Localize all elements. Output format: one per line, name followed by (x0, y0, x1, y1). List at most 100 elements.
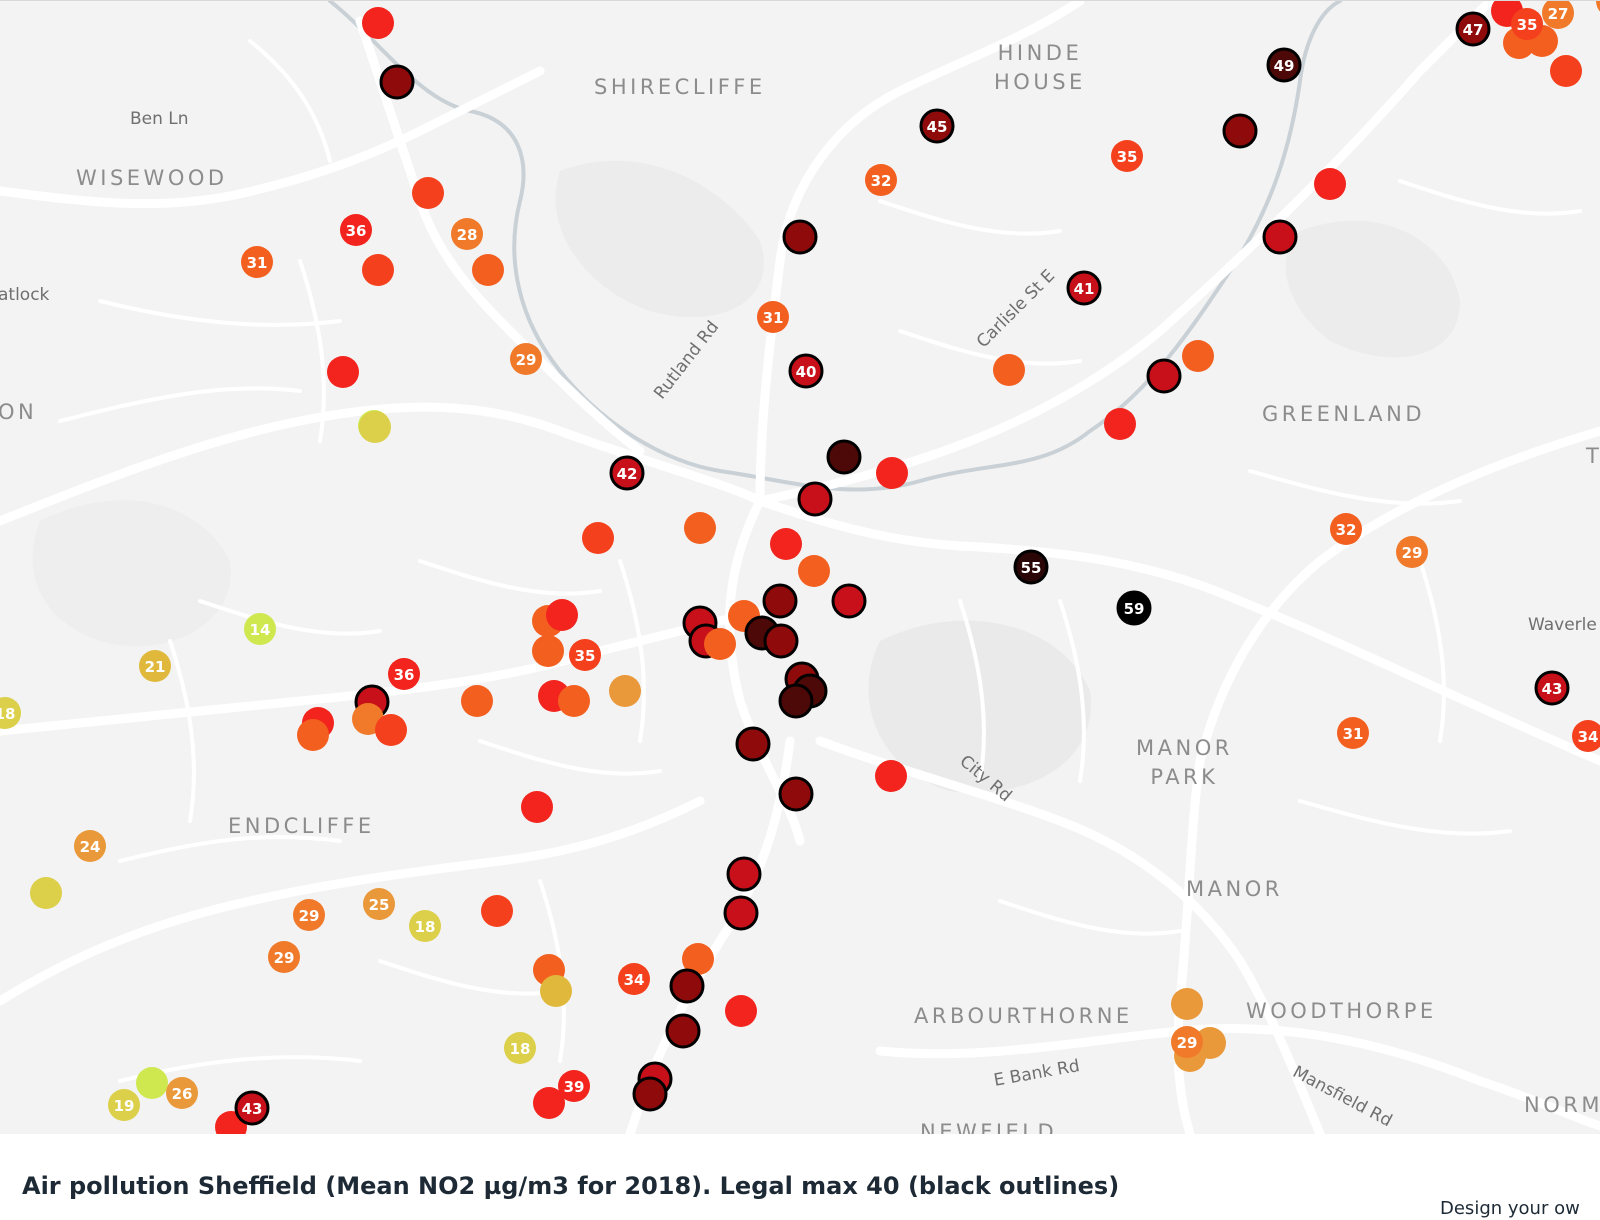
pollution-reading-dot[interactable] (241, 246, 273, 278)
pollution-reading-dot[interactable] (1396, 536, 1428, 568)
pollution-reading-dot[interactable] (558, 1070, 590, 1102)
pollution-dot[interactable] (1222, 113, 1258, 149)
pollution-reading-marker[interactable]: 32 (1330, 513, 1362, 545)
pollution-dot[interactable] (609, 675, 641, 707)
pollution-reading-dot[interactable] (1596, 1, 1600, 17)
pollution-reading-marker[interactable]: 25 (363, 888, 395, 920)
pollution-dot[interactable] (735, 726, 771, 762)
pollution-dot[interactable] (1146, 358, 1182, 394)
pollution-reading-dot[interactable] (268, 941, 300, 973)
pollution-reading-marker[interactable]: 29 (1396, 536, 1428, 568)
pollution-dot[interactable] (875, 760, 907, 792)
pollution-reading-dot[interactable] (244, 613, 276, 645)
pollution-reading-marker[interactable]: 18 (504, 1032, 536, 1064)
pollution-dot[interactable] (1314, 168, 1346, 200)
pollution-reading-dot[interactable] (865, 164, 897, 196)
pollution-reading-dot[interactable] (340, 214, 372, 246)
pollution-dot[interactable] (461, 685, 493, 717)
pollution-dot[interactable] (723, 895, 759, 931)
pollution-reading-marker[interactable]: 31 (757, 301, 789, 333)
pollution-dot[interactable] (379, 64, 415, 100)
pollution-reading-marker[interactable]: 29 (268, 941, 300, 973)
pollution-reading-dot[interactable] (388, 658, 420, 690)
pollution-dot[interactable] (1104, 408, 1136, 440)
pollution-reading-dot[interactable] (234, 1090, 270, 1126)
pollution-reading-dot[interactable] (788, 353, 824, 389)
pollution-dot[interactable] (532, 635, 564, 667)
pollution-dot[interactable] (798, 555, 830, 587)
pollution-dot[interactable] (876, 457, 908, 489)
pollution-reading-marker[interactable]: 21 (139, 650, 171, 682)
pollution-reading-marker[interactable]: 42 (609, 455, 645, 491)
pollution-reading-marker[interactable]: 35 (569, 639, 601, 671)
pollution-dot[interactable] (362, 7, 394, 39)
pollution-reading-dot[interactable] (1534, 670, 1570, 706)
pollution-reading-marker[interactable]: 39 (558, 1070, 590, 1102)
pollution-reading-marker[interactable]: 31 (241, 246, 273, 278)
pollution-dot[interactable] (297, 719, 329, 751)
pollution-reading-marker[interactable]: 18 (409, 910, 441, 942)
pollution-reading-marker[interactable]: 41 (1066, 270, 1102, 306)
pollution-reading-dot[interactable] (363, 888, 395, 920)
pollution-reading-marker[interactable]: 19 (108, 1089, 140, 1121)
pollution-dot[interactable] (993, 354, 1025, 386)
pollution-reading-marker[interactable]: 24 (74, 830, 106, 862)
pollution-reading-dot[interactable] (919, 108, 955, 144)
pollution-dot[interactable] (682, 943, 714, 975)
pollution-reading-dot[interactable] (1330, 513, 1362, 545)
pollution-dot[interactable] (831, 583, 867, 619)
pollution-reading-dot[interactable] (1511, 8, 1543, 40)
pollution-reading-marker[interactable]: 29 (293, 899, 325, 931)
pollution-dot[interactable] (726, 856, 762, 892)
pollution-reading-dot[interactable] (1013, 549, 1049, 585)
pollution-reading-marker[interactable]: 18 (0, 697, 21, 729)
pollution-reading-marker[interactable]: 26 (166, 1077, 198, 1109)
pollution-reading-marker[interactable]: 32 (865, 164, 897, 196)
map-canvas[interactable]: SHIRECLIFFE HINDE HOUSE WISEWOOD GREENLA… (0, 0, 1600, 1134)
pollution-reading-dot[interactable] (108, 1089, 140, 1121)
pollution-dot[interactable] (327, 356, 359, 388)
pollution-dot[interactable] (1171, 988, 1203, 1020)
pollution-reading-dot[interactable] (74, 830, 106, 862)
pollution-reading-dot[interactable] (1266, 47, 1302, 83)
pollution-reading-marker[interactable]: 27 (1542, 1, 1574, 29)
pollution-reading-marker[interactable]: 29 (1596, 1, 1600, 17)
pollution-reading-dot[interactable] (1455, 11, 1491, 47)
pollution-reading-marker[interactable]: 36 (388, 658, 420, 690)
pollution-reading-marker[interactable]: 45 (919, 108, 955, 144)
pollution-dot[interactable] (582, 522, 614, 554)
pollution-reading-marker[interactable]: 35 (1111, 140, 1143, 172)
pollution-reading-dot[interactable] (293, 899, 325, 931)
pollution-dot[interactable] (375, 714, 407, 746)
pollution-dot[interactable] (826, 439, 862, 475)
pollution-dot[interactable] (770, 528, 802, 560)
pollution-reading-dot[interactable] (139, 650, 171, 682)
pollution-dot[interactable] (762, 583, 798, 619)
pollution-dot[interactable] (359, 411, 391, 443)
pollution-dot[interactable] (540, 975, 572, 1007)
pollution-reading-marker[interactable]: 36 (340, 214, 372, 246)
pollution-reading-dot[interactable] (1116, 590, 1152, 626)
pollution-dot[interactable] (362, 254, 394, 286)
pollution-reading-dot[interactable] (1111, 140, 1143, 172)
pollution-reading-marker[interactable]: 47 (1455, 11, 1491, 47)
pollution-reading-dot[interactable] (0, 697, 21, 729)
pollution-reading-dot[interactable] (757, 301, 789, 333)
pollution-dot[interactable] (632, 1076, 668, 1112)
pollution-reading-dot[interactable] (510, 343, 542, 375)
pollution-reading-dot[interactable] (166, 1077, 198, 1109)
pollution-dot[interactable] (1262, 219, 1298, 255)
pollution-reading-marker[interactable]: 59 (1116, 590, 1152, 626)
pollution-reading-dot[interactable] (1572, 720, 1600, 752)
pollution-dot[interactable] (1182, 340, 1214, 372)
pollution-dot[interactable] (521, 791, 553, 823)
pollution-dot[interactable] (412, 177, 444, 209)
pollution-dot[interactable] (778, 683, 814, 719)
design-your-own-link[interactable]: Design your ow (1440, 1198, 1580, 1219)
pollution-dot[interactable] (797, 481, 833, 517)
pollution-reading-marker[interactable]: 28 (451, 218, 483, 250)
pollution-reading-dot[interactable] (409, 910, 441, 942)
pollution-dot[interactable] (1550, 55, 1582, 87)
pollution-reading-marker[interactable]: 49 (1266, 47, 1302, 83)
pollution-dot[interactable] (546, 599, 578, 631)
